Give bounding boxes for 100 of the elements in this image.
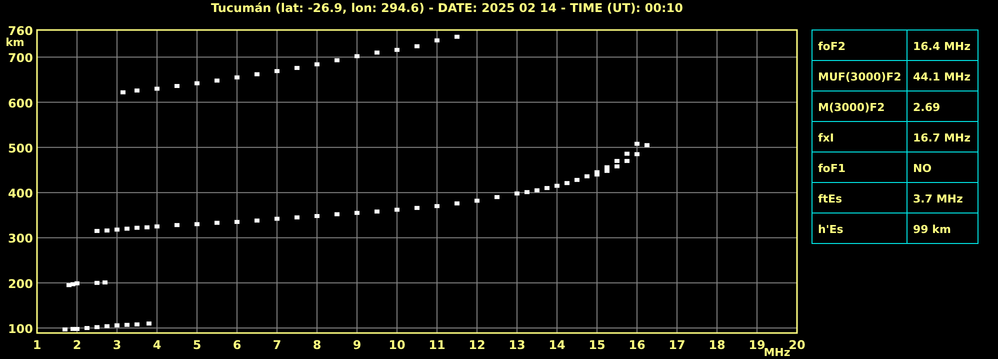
text: 3.7 MHz	[913, 192, 963, 206]
x-tick-label: 3	[112, 338, 122, 352]
text: 16.4 MHz	[913, 40, 971, 53]
y-tick-label: 500	[8, 141, 33, 156]
point	[564, 181, 570, 186]
y-tick-label: 700	[8, 51, 33, 66]
point	[234, 220, 240, 224]
point	[134, 88, 140, 93]
text: M(3000)F2	[818, 101, 885, 114]
point	[74, 326, 80, 331]
point	[614, 164, 620, 168]
point	[294, 215, 300, 220]
point	[634, 152, 640, 156]
point	[534, 188, 540, 192]
x-tick-label: 8	[312, 338, 322, 352]
text: ftEs	[818, 192, 843, 206]
point	[434, 204, 440, 208]
point	[644, 143, 650, 148]
text: 2.69	[913, 101, 940, 114]
point	[414, 44, 420, 48]
point	[394, 48, 400, 52]
x-tick-label: 4	[152, 338, 162, 352]
point	[254, 218, 260, 223]
x-tick-label: 18	[708, 338, 726, 352]
point	[374, 50, 380, 55]
x-tick-label: 14	[548, 338, 566, 352]
point	[614, 158, 620, 163]
x-axis-title: MHz	[764, 346, 790, 359]
x-tick-label: 7	[272, 338, 282, 352]
x-tick-label: 5	[192, 338, 202, 352]
y-tick-label: 100	[8, 322, 33, 336]
x-tick-label: 10	[388, 338, 406, 352]
point	[524, 190, 530, 194]
text: MUF(3000)F2	[818, 70, 902, 84]
y-axis-title: km	[6, 36, 24, 49]
text: h'Es	[818, 223, 844, 236]
text: 16.7 MHz	[913, 132, 971, 144]
point	[214, 220, 220, 225]
text: 44.1 MHz	[913, 70, 971, 84]
point	[254, 72, 260, 76]
point	[174, 223, 180, 228]
x-tick-label: 9	[352, 338, 362, 352]
point	[274, 69, 280, 74]
point	[74, 281, 80, 286]
y-tick-label: 400	[8, 186, 33, 201]
point	[334, 58, 340, 62]
point	[124, 322, 130, 327]
point	[194, 222, 200, 226]
point	[334, 212, 340, 216]
point	[514, 191, 520, 196]
point	[114, 228, 120, 232]
point	[624, 152, 630, 156]
point	[146, 322, 152, 326]
x-tick-label: 15	[588, 338, 606, 352]
y-tick-label: 760	[8, 24, 33, 38]
text: foF2	[818, 40, 846, 53]
x-tick-label: 13	[508, 338, 526, 352]
point	[174, 84, 180, 88]
point	[144, 225, 150, 230]
x-tick-label: 6	[232, 338, 242, 352]
point	[354, 54, 360, 58]
point	[314, 214, 320, 218]
point	[120, 90, 126, 94]
point	[434, 38, 440, 42]
point	[454, 34, 460, 39]
point	[134, 226, 140, 230]
point	[574, 178, 580, 182]
y-tick-label: 200	[8, 276, 33, 291]
point	[104, 324, 110, 328]
point	[474, 198, 480, 203]
chart-title: Tucumán (lat: -26.9, lon: 294.6) - DATE: 2025 02 14 - TIME (UT): 00:10	[211, 1, 683, 15]
point	[354, 210, 360, 215]
point	[414, 206, 420, 210]
point	[94, 228, 100, 233]
text: fxI	[818, 132, 834, 144]
point	[494, 195, 500, 200]
x-tick-label: 11	[428, 338, 446, 352]
point	[454, 201, 460, 206]
point	[94, 325, 100, 330]
text: foF1	[818, 162, 846, 175]
x-tick-label: 17	[668, 338, 686, 352]
point	[154, 86, 160, 91]
point	[154, 224, 160, 228]
point	[274, 216, 280, 221]
x-tick-label: 12	[468, 338, 486, 352]
point	[84, 326, 90, 330]
point	[584, 174, 590, 178]
point	[94, 280, 100, 285]
point	[394, 208, 400, 212]
point	[104, 228, 110, 232]
point	[194, 81, 200, 86]
x-tick-label: 2	[72, 338, 82, 352]
x-tick-label: 16	[628, 338, 646, 352]
point	[62, 327, 68, 332]
point	[554, 184, 560, 188]
point	[134, 322, 140, 326]
point	[604, 168, 610, 173]
x-tick-label: 20	[788, 338, 806, 352]
point	[314, 62, 320, 66]
point	[634, 142, 640, 146]
